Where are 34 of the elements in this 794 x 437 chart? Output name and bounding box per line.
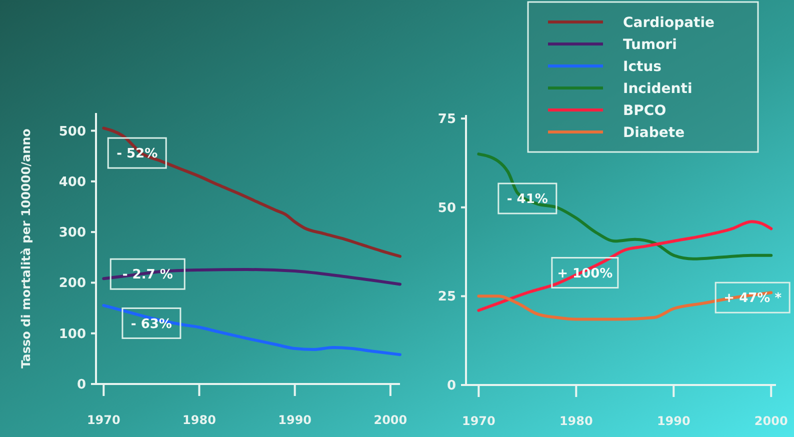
- annotation: - 52%: [116, 146, 158, 162]
- x-tick-label: 1980: [559, 414, 593, 428]
- y-tick-label: 50: [438, 200, 456, 216]
- y-axis-title: Tasso di mortalità per 100000/anno: [19, 128, 33, 368]
- x-tick-label: 2000: [754, 414, 788, 428]
- line-series: [102, 268, 402, 286]
- y-tick-label: 500: [58, 124, 86, 140]
- annotation: - 63%: [130, 316, 172, 332]
- y-tick-label: 25: [438, 290, 456, 305]
- y-tick-label: 0: [446, 378, 456, 394]
- y-tick-label: 75: [438, 112, 456, 128]
- line-series: [477, 291, 773, 321]
- legend-label: Ictus: [623, 58, 662, 75]
- y-tick-label: 300: [58, 226, 86, 241]
- legend-label: Tumori: [623, 36, 677, 53]
- x-tick-label: 1970: [86, 413, 120, 427]
- line-series: [102, 126, 402, 258]
- line-series: [477, 220, 773, 312]
- x-tick-label: 1990: [656, 414, 690, 428]
- annotation: - 2.7 %: [122, 268, 173, 283]
- x-tick-label: 2000: [374, 413, 408, 427]
- line-series: [477, 152, 773, 260]
- x-tick-label: 1980: [182, 413, 216, 427]
- y-tick-label: 200: [58, 276, 86, 292]
- legend-label: Incidenti: [623, 80, 692, 97]
- line-series: [102, 304, 402, 356]
- legend-label: Cardiopatie: [623, 14, 715, 31]
- x-tick-label: 1970: [462, 414, 496, 428]
- y-tick-label: 0: [76, 378, 86, 393]
- legend-label: Diabete: [623, 124, 685, 141]
- legend-label: BPCO: [623, 102, 666, 119]
- x-tick-label: 1990: [278, 413, 312, 427]
- y-tick-label: 400: [58, 174, 86, 190]
- y-tick-label: 100: [58, 326, 86, 342]
